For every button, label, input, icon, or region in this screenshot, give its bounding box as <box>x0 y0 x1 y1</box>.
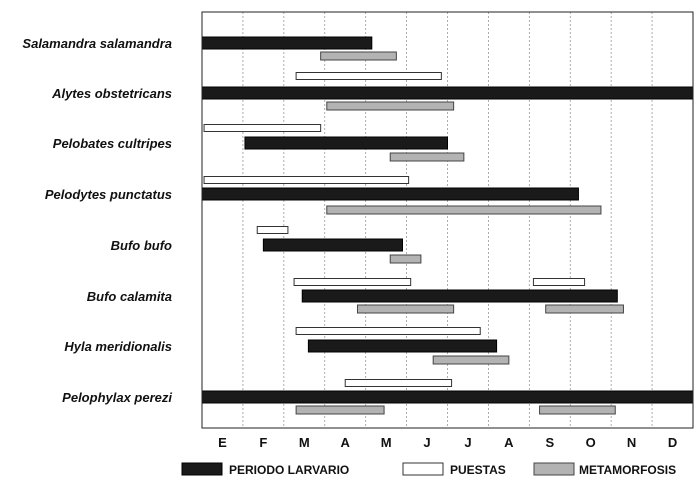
species-label: Pelodytes punctatus <box>45 187 172 202</box>
species-label: Pelophylax perezi <box>62 390 172 405</box>
spawn-bar <box>203 176 410 184</box>
month-label: E <box>218 435 227 450</box>
spawn-bar <box>344 379 453 387</box>
plot-frame <box>201 11 694 429</box>
metamorphosis-bar <box>320 51 397 61</box>
month-label: M <box>299 435 310 450</box>
month-label: N <box>627 435 636 450</box>
larval-bar <box>201 187 579 201</box>
species-labels: Salamandra salamandra Pelobates cultripes… <box>22 36 172 405</box>
larval-bar <box>201 86 694 100</box>
larval-bar <box>244 136 448 150</box>
spawn-bar <box>256 226 289 234</box>
month-label: J <box>423 435 430 450</box>
spawn-bar <box>203 124 322 132</box>
legend-swatch-spawn <box>402 462 444 476</box>
legend-label-meta: METAMORFOSIS <box>579 463 676 477</box>
metamorphosis-bar <box>326 101 455 111</box>
species-label: Bufo calamita <box>87 289 172 304</box>
metamorphosis-bar <box>389 254 422 264</box>
month-gridlines <box>242 12 653 428</box>
month-label: D <box>668 435 677 450</box>
metamorphosis-bar <box>356 304 455 314</box>
metamorphosis-bar <box>326 205 602 215</box>
metamorphosis-bar <box>432 355 510 365</box>
spawn-bar <box>532 278 586 286</box>
month-label: M <box>381 435 392 450</box>
larval-bar <box>201 390 694 404</box>
larval-bar <box>262 238 403 252</box>
legend-label-larval: PERIODO LARVARIO <box>229 463 349 477</box>
species-label: Pelobates cultripes <box>53 136 172 151</box>
month-label: F <box>259 435 267 450</box>
legend-swatch-meta <box>533 462 575 476</box>
larval-bar <box>301 289 618 303</box>
spawn-bar <box>293 278 412 286</box>
metamorphosis-bar <box>389 152 465 162</box>
species-label: Salamandra salamandra <box>22 36 172 51</box>
legend-label-spawn: PUESTAS <box>450 463 506 477</box>
larval-bar <box>307 339 498 353</box>
month-label: J <box>464 435 471 450</box>
metamorphosis-bar <box>539 405 616 415</box>
species-label: Alytes obstetricans <box>51 86 172 101</box>
legend-swatch-larval <box>181 462 223 476</box>
month-label: A <box>504 435 514 450</box>
metamorphosis-bar <box>295 405 385 415</box>
species-label: Hyla meridionalis <box>64 339 172 354</box>
larval-bar <box>201 36 373 50</box>
legend: PERIODO LARVARIO PUESTAS METAMORFOSIS <box>181 462 676 477</box>
month-label: A <box>341 435 351 450</box>
month-label: O <box>586 435 596 450</box>
spawn-bar <box>295 327 481 335</box>
species-label: Bufo bufo <box>111 238 172 253</box>
metamorphosis-bar <box>545 304 624 314</box>
month-label: S <box>545 435 554 450</box>
spawn-bar <box>295 72 442 80</box>
